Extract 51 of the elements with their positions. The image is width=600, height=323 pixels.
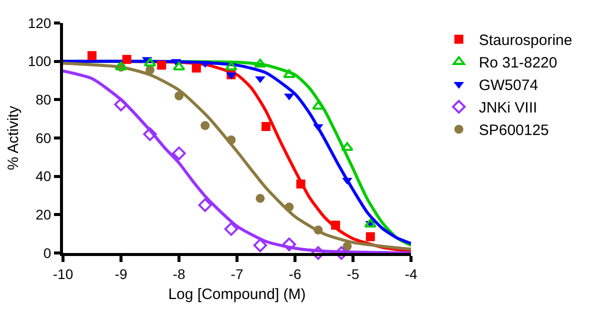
legend-label: SP600125 [478,122,549,140]
x-tick-label: -4 [404,266,418,282]
point [366,232,375,242]
legend-label: Ro 31-8220 [478,54,558,72]
x-tick-label: -5 [346,266,360,282]
x-tick-label: -9 [114,266,128,282]
point [256,194,265,203]
point [255,76,266,84]
point [192,64,201,73]
y-tick-label: 120 [28,14,52,31]
point [122,54,132,64]
point [331,220,340,230]
y-tick-label: 20 [36,206,52,223]
x-tick-label: -8 [172,266,186,282]
point [334,246,348,260]
point [341,142,354,151]
legend-label: Staurosporine [478,32,572,50]
x-tick-label: -10 [52,266,74,282]
point [284,202,294,212]
x-tick-label: -6 [288,266,302,282]
y-tick-label: 40 [36,168,52,184]
y-tick-label: 60 [36,130,52,146]
y-tick-label: 100 [28,53,52,70]
point [200,121,210,130]
point [114,98,128,112]
point [157,60,166,70]
legend-label: GW5074 [478,77,538,94]
point [312,100,324,110]
point [283,69,296,78]
point [225,62,238,70]
point [254,58,266,68]
point [174,91,184,100]
point [253,238,268,252]
point [172,146,186,160]
point [198,198,212,212]
x-tick-label: -7 [230,266,244,282]
point [314,226,323,234]
point [282,238,296,252]
point [226,135,236,144]
point [296,180,306,188]
point [342,242,352,251]
point [88,51,96,60]
point [224,222,238,236]
point [143,127,157,142]
point [262,122,270,131]
y-tick-label: 0 [43,244,52,261]
point [342,178,352,185]
x-axis-title: Log [Compound] (M) [168,286,306,303]
y-tick-label: 80 [36,92,52,108]
y-axis-title: % Activity [5,105,22,170]
legend-label: JNKi VIII [478,100,538,117]
